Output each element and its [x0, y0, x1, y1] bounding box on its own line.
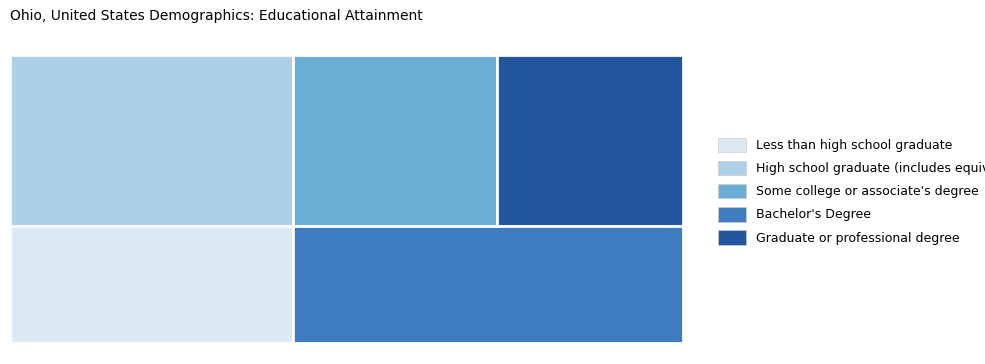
- Bar: [10, 55, 294, 226]
- Legend: Less than high school graduate, High school graduate (includes equivalency), Som: Less than high school graduate, High sch…: [718, 138, 985, 245]
- Bar: [294, 55, 497, 226]
- Bar: [497, 55, 683, 226]
- Bar: [294, 226, 683, 344]
- Bar: [10, 226, 294, 344]
- Text: Ohio, United States Demographics: Educational Attainment: Ohio, United States Demographics: Educat…: [10, 9, 423, 23]
